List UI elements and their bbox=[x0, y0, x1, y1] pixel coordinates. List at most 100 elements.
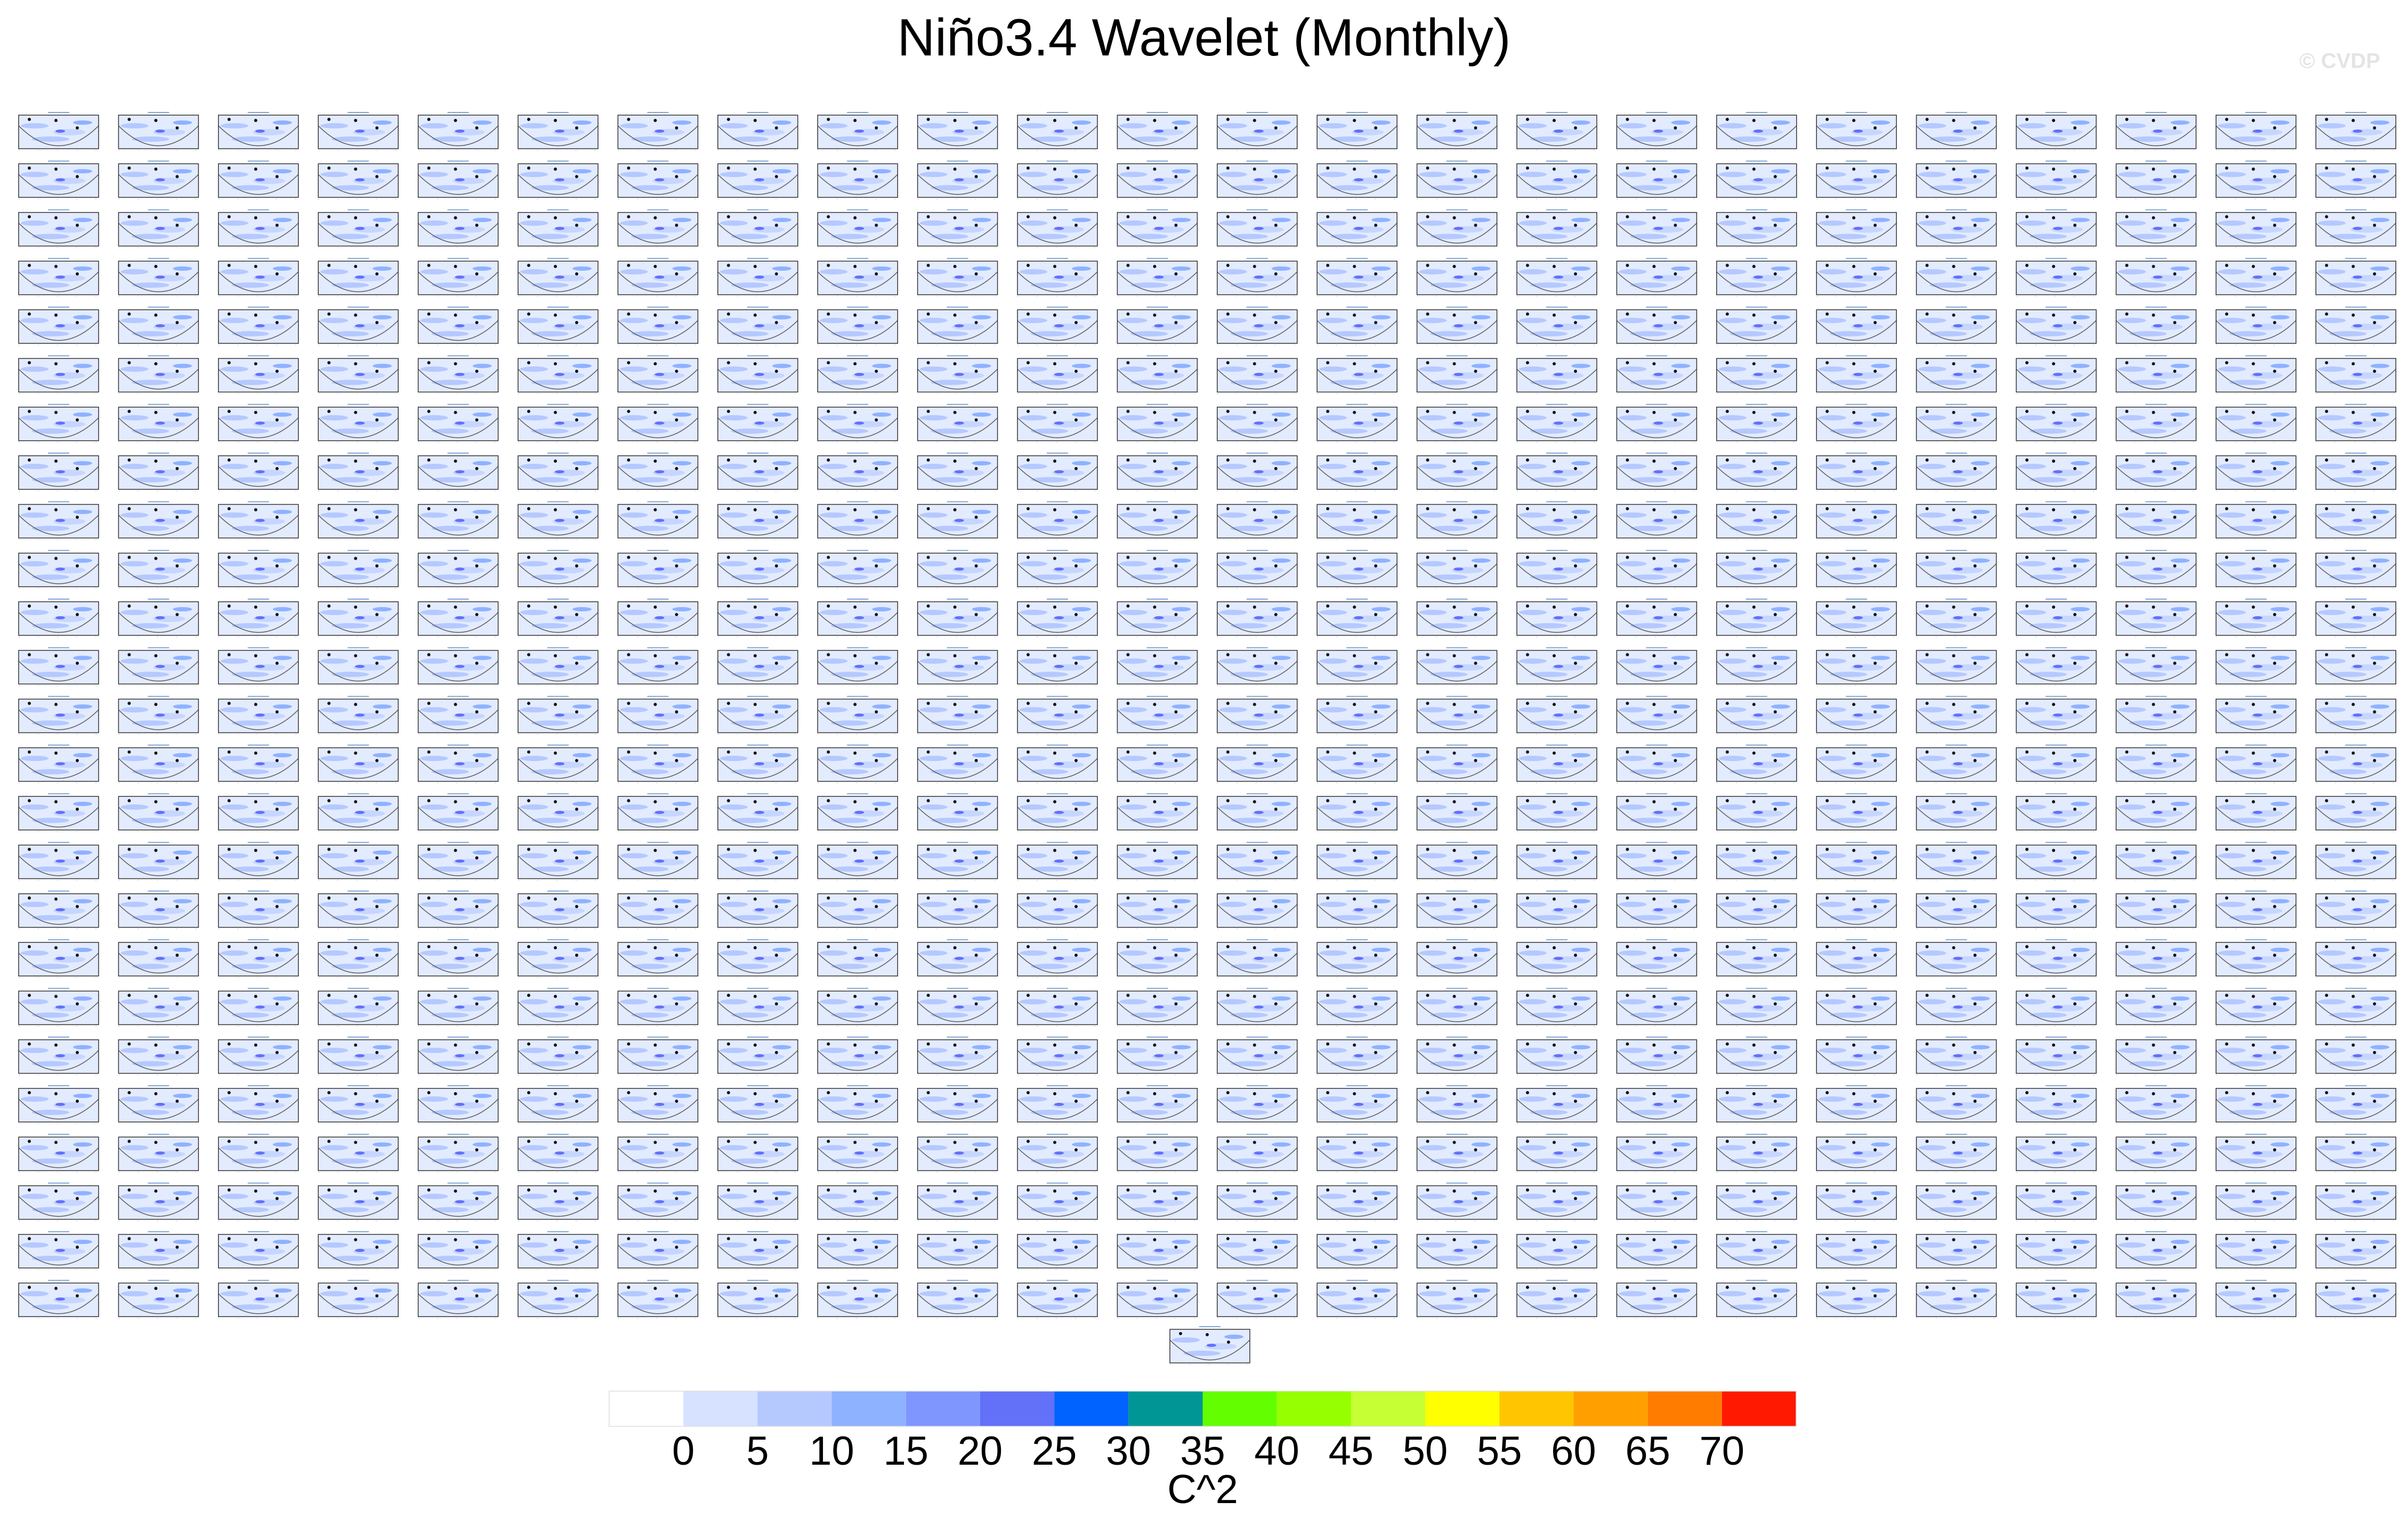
panel-plot bbox=[1017, 990, 1098, 1026]
panel bbox=[518, 160, 599, 199]
panel bbox=[417, 257, 499, 297]
panel bbox=[417, 160, 499, 199]
panel bbox=[1416, 1085, 1498, 1124]
panel-plot bbox=[2216, 1088, 2297, 1123]
panel bbox=[18, 1231, 99, 1270]
panel bbox=[1217, 112, 1298, 151]
panel bbox=[1017, 1036, 1098, 1076]
panel-plot bbox=[218, 1282, 299, 1317]
panel bbox=[1616, 257, 1698, 297]
panel-plot bbox=[1716, 358, 1797, 393]
panel bbox=[2216, 257, 2297, 297]
panel bbox=[1616, 939, 1698, 978]
panel bbox=[1017, 453, 1098, 491]
panel-plot bbox=[1217, 1136, 1298, 1172]
panel-plot bbox=[218, 747, 299, 782]
panel-plot bbox=[1416, 1185, 1498, 1220]
panel bbox=[2115, 160, 2197, 199]
panel bbox=[1316, 939, 1397, 978]
panel-plot bbox=[1017, 698, 1098, 733]
panel-plot bbox=[2315, 1136, 2396, 1172]
panel bbox=[2315, 1134, 2396, 1173]
panel bbox=[2216, 501, 2297, 540]
panel bbox=[518, 842, 599, 881]
panel-plot bbox=[917, 1088, 998, 1123]
panel bbox=[1017, 257, 1098, 297]
panel bbox=[2216, 988, 2297, 1027]
panel bbox=[417, 793, 499, 832]
panel bbox=[1217, 599, 1298, 637]
panel-plot bbox=[2315, 115, 2396, 149]
panel-plot bbox=[1816, 747, 1897, 782]
panel bbox=[118, 403, 199, 443]
panel bbox=[318, 1182, 399, 1222]
panel-plot bbox=[717, 115, 798, 149]
panel-plot bbox=[1017, 504, 1098, 539]
panel bbox=[1316, 1085, 1397, 1124]
panel-plot bbox=[1217, 1185, 1298, 1220]
panel-plot bbox=[717, 698, 798, 733]
panel bbox=[1516, 890, 1597, 930]
panel bbox=[1816, 696, 1897, 735]
panel-plot bbox=[617, 990, 699, 1026]
panel bbox=[1616, 501, 1698, 540]
panel bbox=[1316, 1280, 1397, 1319]
panel bbox=[417, 1085, 499, 1124]
panel bbox=[18, 988, 99, 1027]
panel-plot bbox=[218, 1088, 299, 1123]
panel bbox=[717, 550, 798, 589]
panel-plot bbox=[2016, 990, 2097, 1026]
panel bbox=[518, 550, 599, 589]
panel bbox=[118, 696, 199, 735]
panel bbox=[1816, 160, 1897, 199]
panel-plot bbox=[518, 212, 599, 247]
panel-plot bbox=[1616, 893, 1698, 928]
panel bbox=[2016, 550, 2097, 589]
panel bbox=[1516, 453, 1597, 491]
panel bbox=[218, 1085, 299, 1124]
panel-plot bbox=[518, 942, 599, 976]
panel-plot bbox=[318, 990, 399, 1026]
panel-plot bbox=[218, 893, 299, 928]
panel-plot bbox=[2115, 942, 2197, 976]
panel-plot bbox=[118, 893, 199, 928]
panel-plot bbox=[318, 893, 399, 928]
colorbar-box bbox=[831, 1391, 906, 1426]
panel bbox=[1716, 355, 1797, 394]
panel-plot bbox=[1516, 1234, 1597, 1269]
panel-plot bbox=[1416, 601, 1498, 636]
panel-plot bbox=[2216, 1185, 2297, 1220]
panel-plot bbox=[1716, 1282, 1797, 1317]
panel-plot bbox=[1017, 261, 1098, 295]
panel bbox=[1916, 1036, 1997, 1076]
panel-plot bbox=[2216, 309, 2297, 344]
panel bbox=[1916, 1231, 1997, 1270]
panel-plot bbox=[1017, 844, 1098, 879]
panel bbox=[717, 744, 798, 784]
panel bbox=[1616, 403, 1698, 443]
panel bbox=[518, 939, 599, 978]
panel-plot bbox=[318, 1088, 399, 1123]
panel-plot bbox=[1217, 796, 1298, 830]
panel-plot bbox=[1516, 601, 1597, 636]
panel bbox=[617, 939, 699, 978]
panel bbox=[1816, 1231, 1897, 1270]
panel bbox=[1516, 160, 1597, 199]
panel bbox=[1616, 696, 1698, 735]
panel-plot bbox=[1416, 844, 1498, 879]
panel bbox=[1117, 1231, 1198, 1270]
panel-plot bbox=[1816, 552, 1897, 587]
panel bbox=[617, 501, 699, 540]
panel-plot bbox=[717, 309, 798, 344]
panel-plot bbox=[1117, 1039, 1198, 1074]
panel bbox=[1316, 160, 1397, 199]
panel-plot bbox=[617, 1039, 699, 1074]
panel-plot bbox=[617, 552, 699, 587]
panel bbox=[1716, 209, 1797, 248]
panel-plot bbox=[717, 552, 798, 587]
panel bbox=[817, 1231, 898, 1270]
panel bbox=[1017, 842, 1098, 881]
panel bbox=[218, 1280, 299, 1319]
panel bbox=[2115, 744, 2197, 784]
panel-plot bbox=[1017, 650, 1098, 685]
